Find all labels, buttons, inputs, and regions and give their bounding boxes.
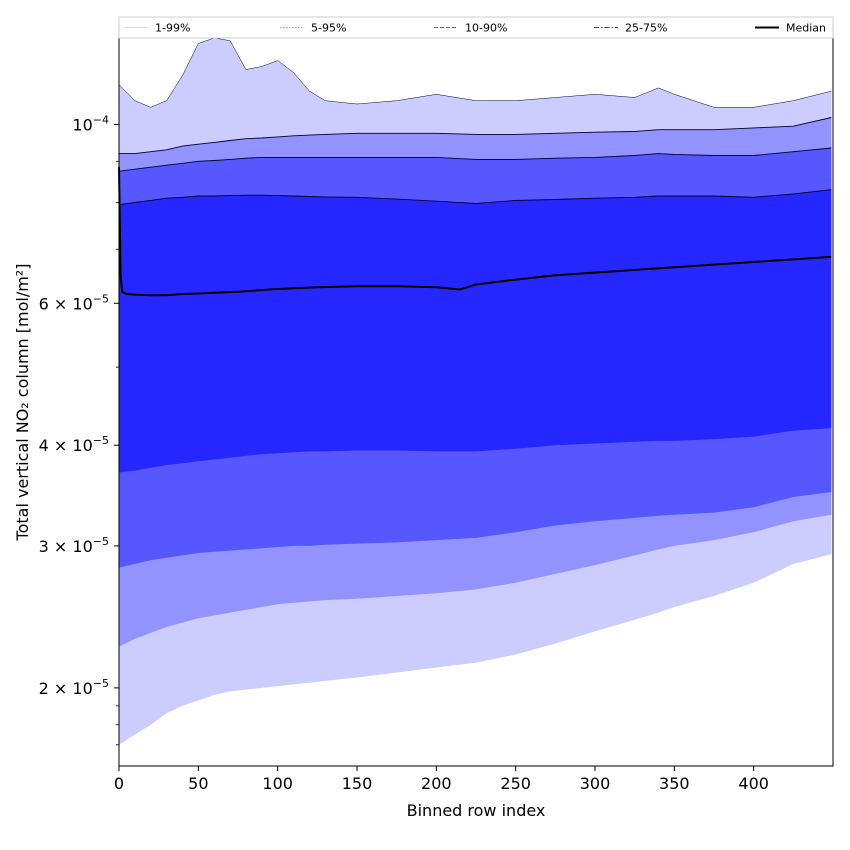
x-tick-label: 150 [342, 774, 373, 793]
band-upper-edge-10-90% [118, 147, 832, 172]
x-tick-label: 200 [421, 774, 452, 793]
y-tick-label: 3 × 10−5 [39, 535, 109, 556]
legend: 1-99% 5-95% 10-90% 25-75% Median [118, 16, 834, 39]
x-tick-label: 300 [580, 774, 611, 793]
band-upper-edge-25-75% [118, 189, 832, 206]
x-tick-label: 250 [500, 774, 531, 793]
band-25-75% [119, 189, 832, 473]
y-tick-label: 2 × 10−5 [39, 677, 109, 698]
x-tick-label: 350 [659, 774, 690, 793]
legend-label: 5-95% [311, 22, 346, 35]
legend-label: 1-99% [155, 22, 190, 35]
y-tick-label: 4 × 10−5 [39, 434, 109, 455]
x-axis-label: Binned row index [407, 801, 546, 820]
legend-label: 10-90% [465, 22, 507, 35]
y-tick-label: 10−4 [72, 113, 109, 134]
x-tick-label: 100 [262, 774, 293, 793]
x-axis: 0 50 100 150 200 250 300 350 400 [114, 766, 769, 793]
median-series [118, 167, 832, 297]
band-upper-edge-1-99% [118, 37, 832, 108]
band-upper-edge-5-95% [119, 117, 832, 155]
x-tick-label: 0 [114, 774, 124, 793]
median-line [118, 167, 832, 297]
legend-label: Median [786, 22, 826, 35]
x-tick-label: 50 [188, 774, 208, 793]
y-axis-label: Total vertical NO₂ column [mol/m²] [13, 264, 32, 542]
legend-label: 25-75% [625, 22, 667, 35]
y-tick-label: 6 × 10−5 [39, 292, 109, 313]
percentile-bands [118, 37, 832, 745]
legend-box [118, 16, 834, 39]
x-tick-label: 400 [738, 774, 769, 793]
y-axis: 2 × 10−5 3 × 10−5 4 × 10−5 6 × 10−5 10−4 [39, 113, 119, 746]
